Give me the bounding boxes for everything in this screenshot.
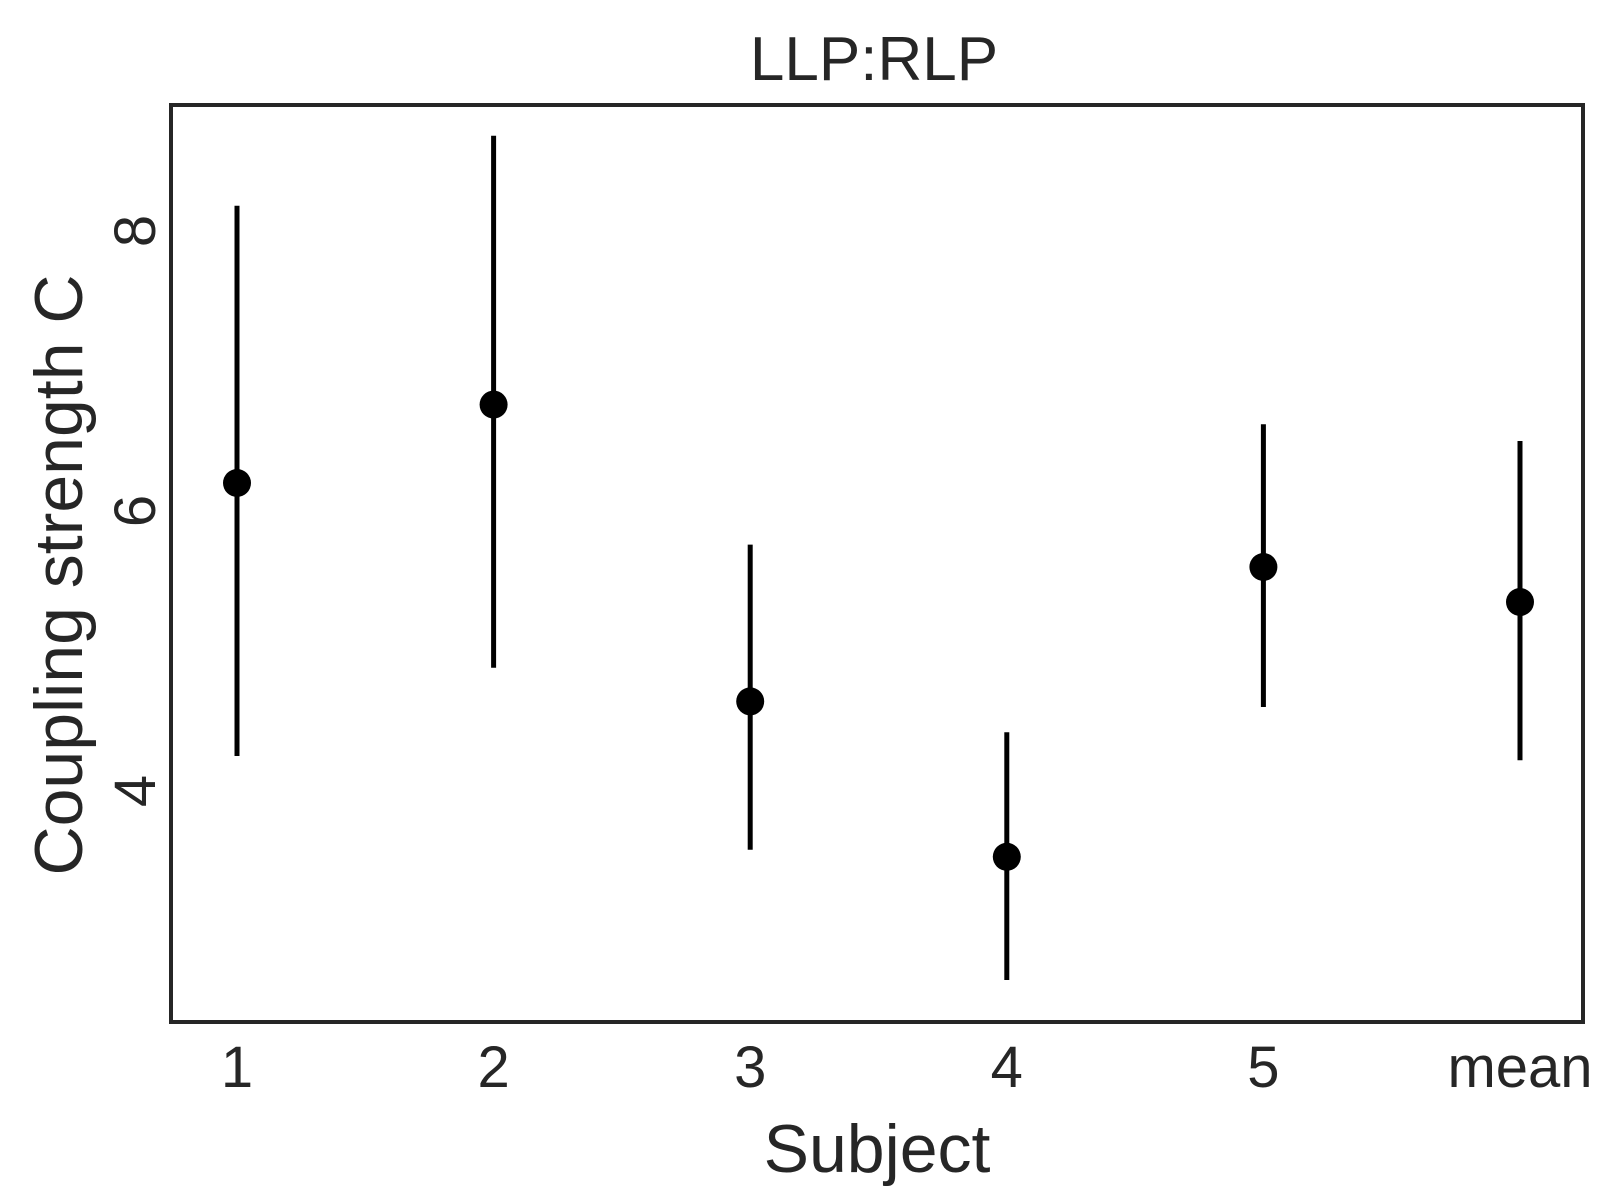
data-point-5 xyxy=(1249,553,1278,581)
x-axis-label: Subject xyxy=(764,1111,991,1187)
x-tick-label-3: 3 xyxy=(734,1035,766,1100)
data-point-3 xyxy=(736,687,765,716)
chart-title: LLP:RLP xyxy=(750,25,998,94)
y-tick-label-4: 4 xyxy=(103,775,168,807)
x-tick-label-5: 5 xyxy=(1247,1035,1279,1100)
plot-frame xyxy=(169,103,1585,1024)
y-tick-label-6: 6 xyxy=(103,495,168,527)
x-tick-label-2: 2 xyxy=(477,1035,509,1100)
x-tick-label-4: 4 xyxy=(991,1035,1023,1100)
y-tick-label-8: 8 xyxy=(103,215,168,247)
x-tick-label-1: 1 xyxy=(221,1035,253,1100)
data-point-mean xyxy=(1506,588,1534,616)
y-axis-label: Coupling strength C xyxy=(21,274,97,875)
data-point-2 xyxy=(479,390,508,419)
x-tick-label-mean: mean xyxy=(1447,1035,1592,1100)
x-tick-labels: 1 2 3 4 5 mean xyxy=(221,1035,1593,1100)
data-marks xyxy=(223,135,1534,980)
data-point-4 xyxy=(992,842,1021,871)
data-point-1 xyxy=(223,469,251,497)
y-tick-labels: 4 6 8 xyxy=(103,215,168,807)
